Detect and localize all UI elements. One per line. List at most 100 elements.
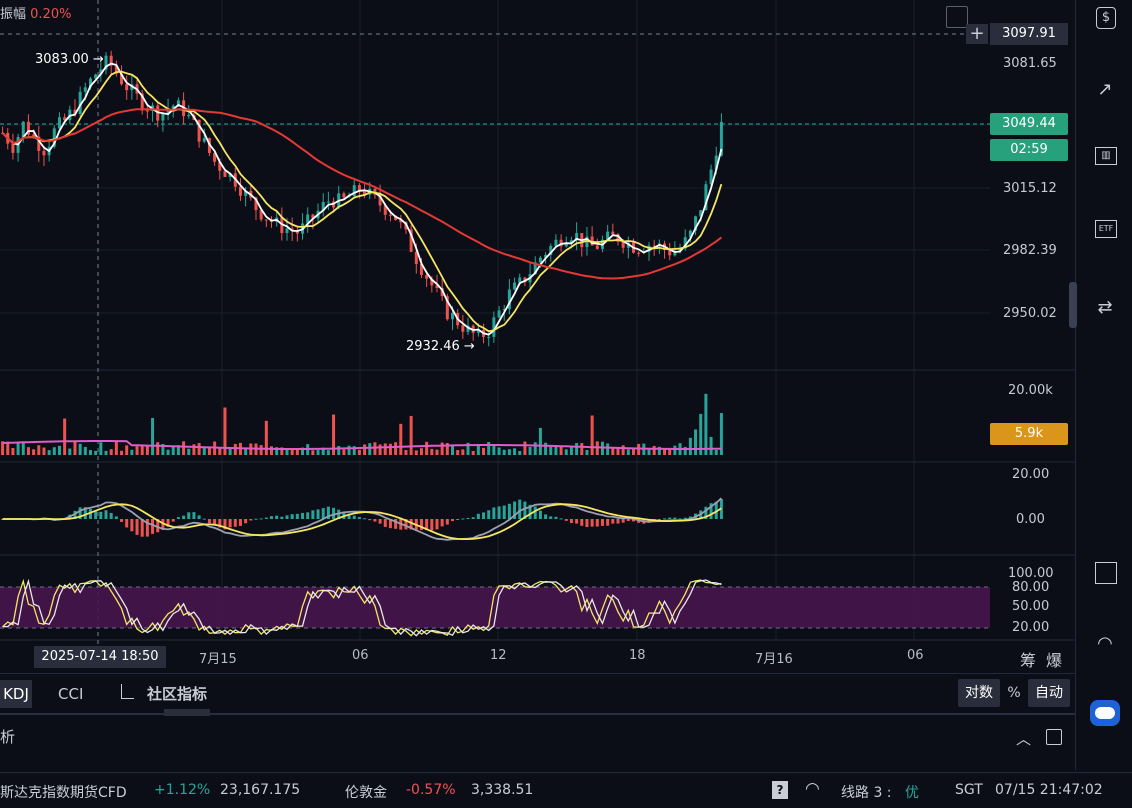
time-label-6: 06 <box>907 648 924 663</box>
volume-bar <box>264 420 268 455</box>
log-scale-button[interactable]: 对数 <box>958 679 1000 707</box>
volume-bar <box>419 448 423 455</box>
volume-bar <box>202 447 206 455</box>
macd-histogram-bar <box>409 519 413 530</box>
volume-bar <box>399 423 403 455</box>
monitor-chart-icon[interactable]: ▥ <box>1095 147 1117 165</box>
macd-histogram-bar <box>104 510 108 519</box>
volume-bar <box>26 447 30 455</box>
swap-icon[interactable]: ⇄ <box>1097 297 1113 318</box>
volume-bar <box>357 449 361 455</box>
candle-body <box>497 310 501 318</box>
fullscreen-icon[interactable] <box>946 6 968 28</box>
volume-bar <box>290 449 294 455</box>
macd-histogram-bar <box>264 517 268 519</box>
volume-bar <box>352 446 356 455</box>
volume-bar <box>440 442 444 455</box>
ticker-item2-price: 3,338.51 <box>471 782 534 798</box>
volume-bar <box>321 447 325 455</box>
tab-kdj[interactable]: KDJ <box>0 680 32 708</box>
macd-histogram-bar <box>487 510 491 519</box>
etf-icon[interactable]: ETF <box>1095 220 1117 238</box>
macd-histogram-bar <box>130 519 134 532</box>
liquidation-button[interactable]: 爆 <box>1046 651 1063 670</box>
candle-body <box>321 202 325 211</box>
candle-body <box>378 194 382 206</box>
trend-chart-icon[interactable]: ↗ <box>1097 79 1113 100</box>
candle-body <box>554 239 558 246</box>
layout-icon[interactable] <box>1095 562 1117 584</box>
macd-histogram-bar <box>445 519 449 525</box>
volume-bar <box>435 449 439 455</box>
macd-histogram-bar <box>378 519 382 524</box>
macd-histogram-bar <box>352 515 356 519</box>
candle-body <box>285 228 289 234</box>
volume-bar <box>549 446 553 455</box>
macd-histogram-bar <box>244 519 248 524</box>
volume-bar <box>404 450 408 455</box>
volume-bar <box>564 449 568 455</box>
candle-body <box>699 210 703 217</box>
candle-body <box>621 241 625 248</box>
candle-body <box>673 250 677 256</box>
line-label[interactable]: 线路 3 : <box>841 785 892 801</box>
chip-distribution-button[interactable]: 筹 <box>1020 651 1037 670</box>
crosshair-add-button[interactable]: + <box>966 24 988 44</box>
volume-bar <box>275 447 279 455</box>
macd-histogram-bar <box>492 507 496 519</box>
candle-body <box>140 93 144 111</box>
chart-area[interactable] <box>0 0 1075 772</box>
ticker-item2-name[interactable]: 伦敦金 <box>345 785 387 801</box>
right-sidebar: $ ↗ ▥ ETF ⇄ ◠ <box>1069 0 1132 770</box>
expand-icon[interactable] <box>1046 729 1062 745</box>
candle-body <box>161 113 165 121</box>
robot-avatar-icon[interactable] <box>1090 700 1120 726</box>
volume-bar <box>145 445 149 455</box>
macd-histogram-bar <box>223 519 227 530</box>
volume-bar <box>652 445 656 455</box>
dollar-wallet-icon[interactable]: $ <box>1096 7 1116 29</box>
macd-histogram-bar <box>83 507 87 519</box>
volume-bar <box>482 447 486 455</box>
ticker-item1-name[interactable]: 斯达克指数期货CFD <box>0 785 127 801</box>
macd-histogram-bar <box>306 512 310 519</box>
macd-histogram-bar <box>575 519 579 524</box>
datetime-label: 07/15 21:47:02 <box>995 782 1103 798</box>
macd-histogram-bar <box>507 503 511 519</box>
help-icon[interactable]: ? <box>772 781 788 799</box>
macd-histogram-bar <box>388 519 392 529</box>
candle-body <box>435 285 439 288</box>
candle-body <box>616 234 620 242</box>
volume-bar <box>301 447 305 455</box>
volume-bar <box>52 447 56 455</box>
chevron-up-icon[interactable]: ︿ <box>1016 730 1032 748</box>
volume-bar <box>709 436 713 455</box>
candle-body <box>466 325 470 332</box>
volume-bar <box>11 447 15 455</box>
candle-body <box>451 313 454 320</box>
volume-bar <box>714 449 718 455</box>
volume-bar <box>544 442 548 455</box>
macd-histogram-bar <box>430 519 434 531</box>
volume-bar <box>554 445 558 455</box>
candle-body <box>244 190 248 196</box>
macd-histogram-bar <box>419 519 423 531</box>
sidebar-collapse-handle[interactable] <box>1069 282 1077 328</box>
panel-resize-handle[interactable] <box>164 709 210 716</box>
macd-histogram-bar <box>316 509 320 519</box>
tab-community-indicators[interactable]: 社区指标 <box>147 685 208 703</box>
candle-body <box>114 65 118 74</box>
volume-bar <box>270 446 273 455</box>
volume-bar <box>523 441 527 455</box>
candle-body <box>259 210 263 220</box>
tab-cci[interactable]: CCI <box>58 685 84 703</box>
macd-histogram-bar <box>502 505 506 519</box>
volume-bar <box>259 445 263 455</box>
percent-scale-button[interactable]: % <box>1007 685 1021 701</box>
time-label-2: 06 <box>352 648 369 663</box>
candle-body <box>714 155 718 170</box>
volume-bar <box>683 446 687 455</box>
headset-icon[interactable]: ◠ <box>1097 633 1113 654</box>
candle-body <box>99 69 103 75</box>
auto-scale-button[interactable]: 自动 <box>1028 679 1070 707</box>
